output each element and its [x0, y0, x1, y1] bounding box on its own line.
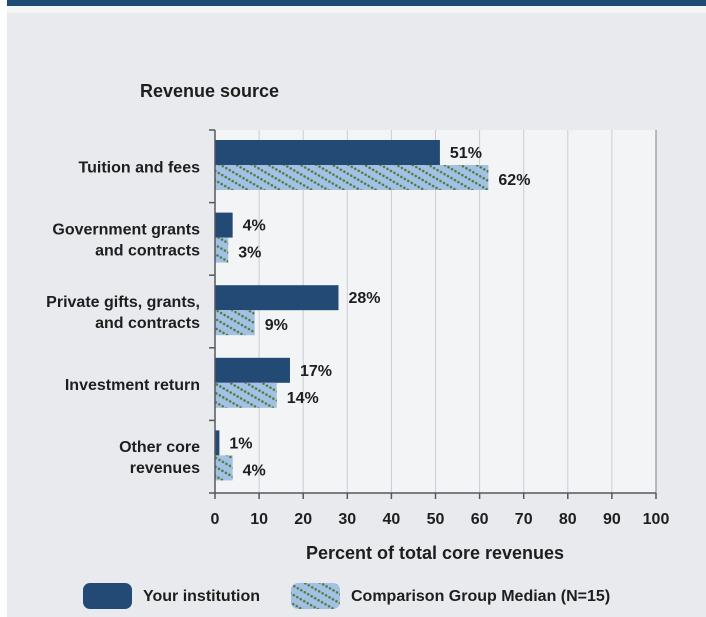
bar-comparison-median: [215, 455, 233, 481]
value-label-comparison-median: 3%: [238, 245, 261, 262]
value-label-comparison-median: 62%: [498, 172, 530, 189]
value-label-your-institution: 51%: [450, 145, 482, 162]
legend-label: Comparison Group Median (N=15): [351, 588, 610, 605]
category-label: and contracts: [95, 315, 200, 332]
bar-comparison-median: [215, 382, 277, 408]
value-label-your-institution: 17%: [300, 363, 332, 380]
legend-label: Your institution: [143, 588, 260, 605]
legend-swatch-comparison-median: [291, 583, 340, 609]
x-tick-label: 50: [427, 511, 445, 528]
category-label: Other core: [119, 439, 200, 456]
category-label: and contracts: [95, 242, 200, 259]
bar-comparison-median: [215, 165, 489, 190]
bar-your-institution: [215, 357, 290, 383]
plot-area: 51% 62% Tuition and fees 4% 3% Government gra…: [46, 129, 670, 528]
category-label: Tuition and fees: [79, 159, 201, 176]
value-label-comparison-median: 4%: [243, 462, 266, 479]
value-label-your-institution: 4%: [243, 218, 266, 235]
x-tick-label: 70: [515, 511, 533, 528]
value-label-comparison-median: 9%: [265, 317, 288, 334]
bar-your-institution: [215, 285, 339, 311]
revenue-source-chart: Revenue source 51% 62% Tuition and fees 4% 3…: [46, 81, 670, 609]
chart-panel: Revenue source 51% 62% Tuition and fees 4% 3…: [7, 0, 706, 617]
x-tick-label: 60: [471, 511, 489, 528]
x-tick-label: 80: [559, 511, 577, 528]
x-axis-title: Percent of total core revenues: [306, 543, 564, 563]
bar-comparison-median: [215, 237, 229, 263]
value-label-comparison-median: 14%: [287, 390, 319, 407]
value-label-your-institution: 28%: [348, 290, 380, 307]
category-label: Government grants: [52, 221, 200, 238]
x-tick-label: 100: [643, 511, 670, 528]
legend-swatch-your-institution: [83, 583, 132, 609]
x-tick-label: 90: [603, 511, 621, 528]
bar-comparison-median: [215, 310, 255, 336]
category-label: Investment return: [65, 377, 200, 394]
bar-your-institution: [215, 212, 233, 238]
category-label: Private gifts, grants,: [46, 294, 200, 311]
x-tick-label: 10: [250, 511, 268, 528]
x-tick-label: 30: [338, 511, 356, 528]
header-divider: [7, 6, 706, 13]
value-label-your-institution: 1%: [229, 435, 252, 452]
x-tick-label: 0: [211, 511, 220, 528]
header-bar: [7, 0, 706, 6]
bar-your-institution: [215, 430, 220, 456]
category-label: revenues: [130, 460, 200, 477]
chart-title: Revenue source: [140, 81, 279, 101]
x-tick-label: 20: [294, 511, 312, 528]
x-tick-label: 40: [383, 511, 401, 528]
legend: Your institution Comparison Group Median …: [83, 583, 610, 609]
bar-your-institution: [215, 140, 440, 165]
